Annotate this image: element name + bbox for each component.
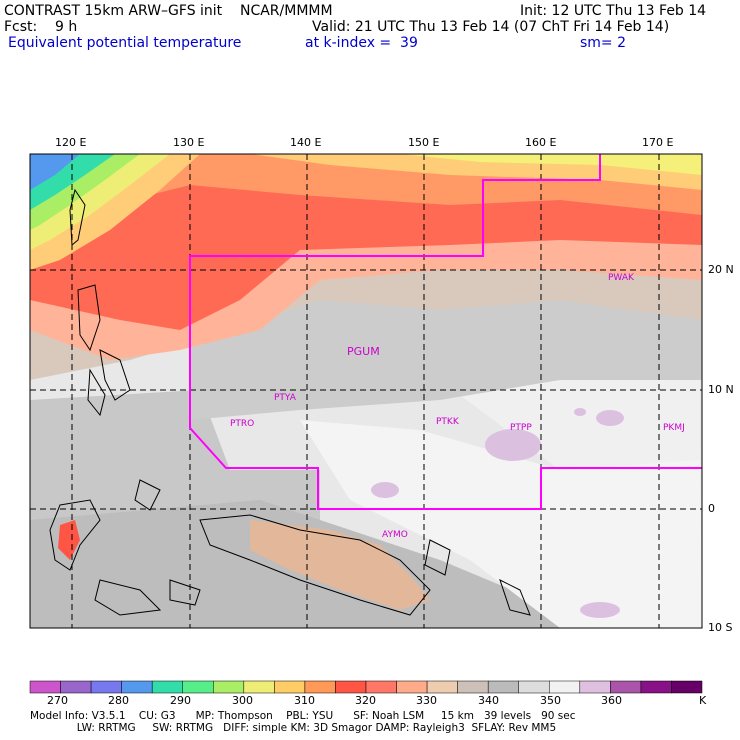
map-frame bbox=[29, 153, 703, 629]
cb-unit: K bbox=[699, 694, 707, 707]
cb-label-270: 270 bbox=[47, 694, 68, 707]
colorbar-swatch bbox=[274, 680, 306, 694]
colorbar-swatch bbox=[182, 680, 214, 694]
cb-label-330: 330 bbox=[416, 694, 437, 707]
lon-label-120: 120 E bbox=[55, 136, 87, 149]
cb-label-350: 350 bbox=[540, 694, 561, 707]
lon-label-130: 130 E bbox=[173, 136, 205, 149]
colorbar-swatch bbox=[640, 680, 672, 694]
coastlines bbox=[49, 188, 531, 616]
model-title: CONTRAST 15km ARW–GFS init NCAR/MMMM bbox=[4, 3, 333, 19]
init-time: Init: 12 UTC Thu 13 Feb 14 bbox=[520, 3, 707, 19]
cb-label-300: 300 bbox=[232, 694, 253, 707]
colorbar-swatch bbox=[610, 680, 642, 694]
colorbar-swatch bbox=[243, 680, 275, 694]
graticule bbox=[30, 154, 702, 629]
model-info-line2: LW: RRTMG SW: RRTMG DIFF: simple KM: 3D … bbox=[30, 722, 557, 734]
level-info: at k-index = 39 bbox=[305, 35, 418, 51]
lon-label-170: 170 E bbox=[642, 136, 674, 149]
lon-label-150: 150 E bbox=[408, 136, 440, 149]
lat-label-20n: 20 N bbox=[708, 263, 734, 276]
colorbar-swatch bbox=[579, 680, 611, 694]
station-pwak: PWAK bbox=[608, 273, 634, 283]
cb-label-290: 290 bbox=[170, 694, 191, 707]
colorbar-swatch bbox=[213, 680, 245, 694]
colorbar-swatch bbox=[121, 680, 153, 694]
colorbar-swatch bbox=[151, 680, 183, 694]
colorbar-swatch bbox=[426, 680, 458, 694]
colorbar-swatch bbox=[396, 680, 428, 694]
field-name: Equivalent potential temperature bbox=[8, 35, 242, 51]
nested-domain-boundary bbox=[189, 154, 702, 510]
lat-label-eq: 0 bbox=[708, 502, 715, 515]
colorbar-swatch bbox=[457, 680, 489, 694]
station-aymo: AYMO bbox=[382, 530, 408, 540]
colorbar-swatch bbox=[518, 680, 550, 694]
valid-time: Valid: 21 UTC Thu 13 Feb 14 (07 ChT Fri … bbox=[312, 19, 670, 35]
lat-label-10n: 10 N bbox=[708, 383, 734, 396]
colorbar-swatch bbox=[335, 680, 367, 694]
lat-label-10s: 10 S bbox=[708, 621, 733, 634]
station-ptpp: PTPP bbox=[510, 423, 532, 433]
cb-label-360: 360 bbox=[601, 694, 622, 707]
colorbar-swatch bbox=[487, 680, 519, 694]
cb-label-320: 320 bbox=[355, 694, 376, 707]
station-pgum: PGUM bbox=[347, 345, 380, 358]
theta-e-field bbox=[30, 154, 702, 628]
colorbar-swatch bbox=[549, 680, 581, 694]
station-ptya: PTYA bbox=[274, 393, 296, 403]
lon-label-160: 160 E bbox=[525, 136, 557, 149]
cb-label-280: 280 bbox=[108, 694, 129, 707]
colorbar-swatch bbox=[29, 680, 61, 694]
station-ptkk: PTKK bbox=[436, 417, 459, 427]
cb-label-340: 340 bbox=[478, 694, 499, 707]
colorbar-swatch bbox=[90, 680, 122, 694]
station-pkmj: PKMJ bbox=[663, 423, 685, 433]
colorbar-swatch bbox=[304, 680, 336, 694]
cb-label-310: 310 bbox=[294, 694, 315, 707]
colorbar bbox=[29, 680, 703, 694]
forecast-hour: Fcst: 9 h bbox=[4, 19, 78, 35]
colorbar-swatch bbox=[671, 680, 703, 694]
colorbar-swatch bbox=[365, 680, 397, 694]
model-info-line1: Model Info: V3.5.1 CU: G3 MP: Thompson P… bbox=[30, 710, 576, 722]
colorbar-swatch bbox=[60, 680, 92, 694]
smoothing-info: sm= 2 bbox=[580, 35, 627, 51]
station-ptro: PTRO bbox=[230, 419, 255, 429]
lon-label-140: 140 E bbox=[290, 136, 322, 149]
